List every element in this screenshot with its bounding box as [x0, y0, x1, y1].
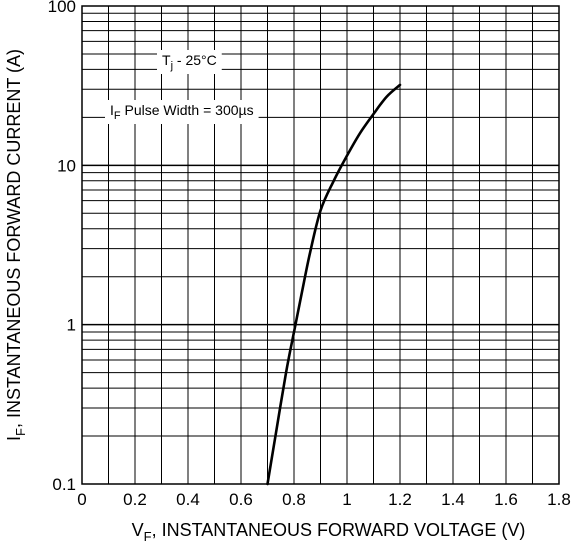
annotation-background: [105, 100, 259, 124]
annotation-subscript: j: [170, 60, 173, 72]
forward-current-curve: [266, 83, 402, 486]
x-tick-label: 0.2: [123, 490, 147, 509]
y-axis-title-main: I: [4, 436, 24, 441]
y-tick-label: 10: [57, 156, 76, 175]
annotation-main: I: [110, 102, 114, 118]
x-tick-label: 0.8: [282, 490, 306, 509]
y-tick-label: 100: [48, 0, 76, 16]
annotation-subscript: F: [114, 110, 121, 122]
y-tick-label: 1: [67, 316, 76, 335]
annotation-text: Tj - 25°C: [162, 52, 217, 72]
x-tick-label: 1.6: [494, 490, 518, 509]
annotation-text: IF Pulse Width = 300µs: [110, 102, 254, 122]
x-tick-label: 1: [342, 490, 351, 509]
grid-lines: [82, 6, 559, 484]
x-axis-title-rest: , INSTANTANEOUS FORWARD VOLTAGE (V): [152, 520, 526, 540]
x-tick-label: 1.2: [388, 490, 412, 509]
x-axis-title-main: V: [132, 520, 144, 540]
x-tick-labels: 0 0.2 0.4 0.6 0.8 1 1.2 1.4 1.6 1.8: [77, 490, 571, 509]
annotation-rest: Pulse Width = 300µs: [121, 102, 254, 118]
y-tick-label: 0.1: [52, 475, 76, 494]
x-tick-label: 0.4: [176, 490, 200, 509]
y-tick-labels: 0.1 1 10 100: [48, 0, 76, 494]
annotation-rest: - 25°C: [173, 52, 217, 68]
x-tick-label: 1.4: [441, 490, 465, 509]
annotation-background: [157, 50, 222, 74]
annotation-main: T: [162, 52, 171, 68]
x-axis-title-subscript: F: [144, 529, 152, 544]
y-axis-title: IF, INSTANTANEOUS FORWARD CURRENT (A): [4, 49, 28, 441]
junction-temperature-annotation: Tj - 25°C: [157, 50, 222, 74]
x-axis-title: VF, INSTANTANEOUS FORWARD VOLTAGE (V): [132, 520, 526, 544]
x-tick-label: 1.8: [547, 490, 571, 509]
plot-frame: [81, 5, 560, 485]
y-axis-title-rest: , INSTANTANEOUS FORWARD CURRENT (A): [4, 49, 24, 428]
y-axis-title-subscript: F: [13, 428, 28, 436]
x-tick-label: 0.6: [229, 490, 253, 509]
x-tick-label: 0: [77, 490, 86, 509]
pulse-width-annotation: IF Pulse Width = 300µs: [105, 100, 259, 124]
